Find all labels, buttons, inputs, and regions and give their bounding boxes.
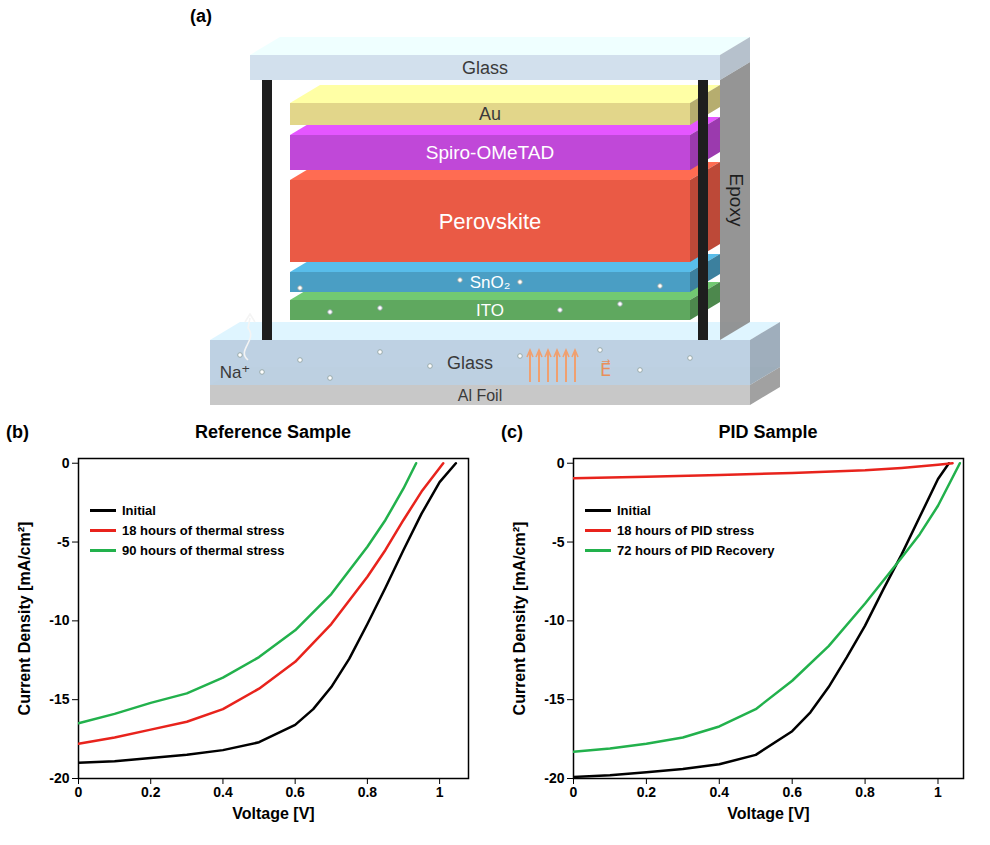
svg-text:-15: -15 bbox=[49, 691, 69, 707]
svg-text:0.2: 0.2 bbox=[637, 784, 657, 800]
svg-text:0: 0 bbox=[570, 784, 578, 800]
html-text:72 hours of PID Recovery: 72 hours of PID Recovery bbox=[617, 542, 775, 558]
html-text:18 hours of PID stress: 18 hours of PID stress bbox=[617, 522, 755, 538]
html-text:Initial: Initial bbox=[122, 502, 156, 518]
svg-text:-10: -10 bbox=[49, 612, 69, 628]
svg-text:ITO: ITO bbox=[476, 301, 504, 320]
svg-text:Na⁺: Na⁺ bbox=[220, 363, 251, 382]
svg-text:0.6: 0.6 bbox=[782, 784, 802, 800]
html-text:PID Sample: PID Sample bbox=[718, 422, 818, 442]
svg-text:0.4: 0.4 bbox=[710, 784, 730, 800]
svg-text:-5: -5 bbox=[552, 534, 565, 550]
svg-text:Voltage [V]: Voltage [V] bbox=[727, 805, 809, 822]
svg-text:Perovskite: Perovskite bbox=[439, 209, 542, 234]
svg-text:0.8: 0.8 bbox=[855, 784, 875, 800]
svg-text:-20: -20 bbox=[49, 770, 69, 786]
html-text:90 hours of thermal stress: 90 hours of thermal stress bbox=[122, 542, 285, 558]
svg-text:Glass: Glass bbox=[462, 58, 508, 78]
svg-text:(a): (a) bbox=[190, 6, 212, 26]
svg-text:Glass: Glass bbox=[447, 353, 493, 373]
html-text:Reference Sample: Reference Sample bbox=[195, 422, 351, 442]
svg-text:0: 0 bbox=[557, 455, 565, 471]
svg-text:0.8: 0.8 bbox=[358, 784, 378, 800]
svg-text:Epoxy: Epoxy bbox=[726, 174, 747, 227]
svg-text:Current Density [mA/cm²]: Current Density [mA/cm²] bbox=[16, 522, 33, 716]
svg-text:-15: -15 bbox=[544, 691, 564, 707]
svg-text:0: 0 bbox=[62, 455, 70, 471]
svg-text:Voltage [V]: Voltage [V] bbox=[232, 805, 314, 822]
svg-text:1: 1 bbox=[934, 784, 942, 800]
svg-text:Current Density [mA/cm²]: Current Density [mA/cm²] bbox=[511, 522, 528, 716]
svg-text:SnO₂: SnO₂ bbox=[470, 273, 511, 292]
svg-text:-5: -5 bbox=[57, 534, 70, 550]
svg-text:0: 0 bbox=[75, 784, 83, 800]
svg-text:Spiro-OMeTAD: Spiro-OMeTAD bbox=[426, 142, 554, 163]
svg-text:0.4: 0.4 bbox=[213, 784, 233, 800]
svg-text:0.2: 0.2 bbox=[141, 784, 161, 800]
html-text:Initial: Initial bbox=[617, 502, 651, 518]
html-text:(c): (c) bbox=[501, 422, 523, 442]
svg-text:1: 1 bbox=[436, 784, 444, 800]
svg-text:0.6: 0.6 bbox=[285, 784, 305, 800]
html-text:(b): (b) bbox=[6, 422, 29, 442]
svg-text:-10: -10 bbox=[544, 612, 564, 628]
svg-text:Au: Au bbox=[479, 104, 501, 124]
svg-text:Al Foil: Al Foil bbox=[458, 387, 502, 404]
svg-text:-20: -20 bbox=[544, 770, 564, 786]
svg-text:E⃗: E⃗ bbox=[600, 359, 611, 380]
html-text:18 hours of thermal stress: 18 hours of thermal stress bbox=[122, 522, 285, 538]
